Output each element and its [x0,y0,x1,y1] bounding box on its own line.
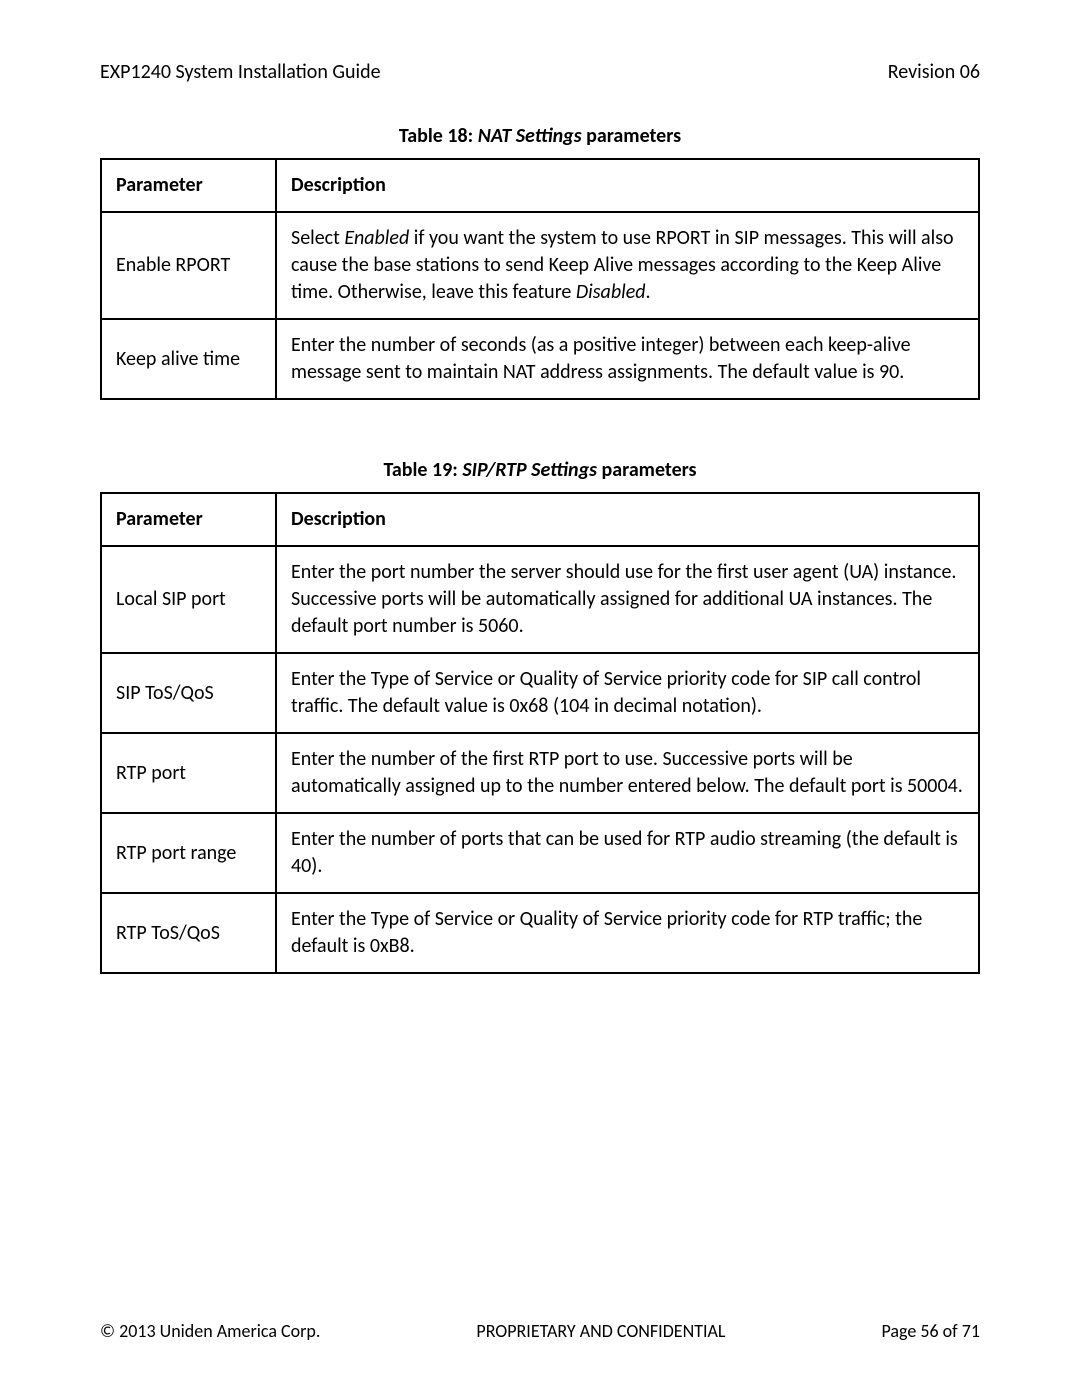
table19-col1: Description [276,493,979,546]
table19-caption-italic: SIP/RTP Settings [462,458,597,482]
italic-text: Enabled [344,226,409,250]
description-cell: Enter the port number the server should … [276,546,979,653]
page-footer: © 2013 Uniden America Corp. PROPRIETARY … [100,1320,980,1342]
table18-caption-prefix: Table 18: [399,124,478,148]
document-page: EXP1240 System Installation Guide Revisi… [0,0,1080,1397]
footer-right: Page 56 of 71 [881,1320,980,1342]
param-cell: Local SIP port [101,546,276,653]
table18-caption-suffix: parameters [582,124,681,148]
table18-caption-italic: NAT Settings [478,124,582,148]
header-right: Revision 06 [888,60,980,84]
description-cell: Enter the number of ports that can be us… [276,813,979,893]
footer-left: © 2013 Uniden America Corp. [100,1320,320,1342]
table19-caption: Table 19: SIP/RTP Settings parameters [100,458,980,482]
table-row: RTP port Enter the number of the first RT… [101,733,979,813]
table-row: RTP ToS/QoS Enter the Type of Service or … [101,893,979,973]
text-run: Enter the Type of Service or Quality of … [291,667,921,718]
table-row: Keep alive time Enter the number of secon… [101,319,979,399]
param-cell: RTP port [101,733,276,813]
text-run: Enter the number of the first RTP port t… [291,747,963,798]
table19-body: Local SIP portEnter the port number the … [101,546,979,973]
table19-caption-prefix: Table 19: [384,458,463,482]
table-row: RTP port range Enter the number of ports … [101,813,979,893]
param-cell: SIP ToS/QoS [101,653,276,733]
page-header: EXP1240 System Installation Guide Revisi… [100,60,980,84]
text-run: Enter the port number the server should … [291,560,956,638]
table18: Parameter Description Enable RPORTSelect… [100,158,980,400]
table18-col0: Parameter [101,159,276,212]
italic-text: Disabled [576,280,646,304]
description-cell: Enter the Type of Service or Quality of … [276,653,979,733]
text-run: Select [291,226,344,250]
description-cell: Enter the Type of Service or Quality of … [276,893,979,973]
param-cell: Enable RPORT [101,212,276,319]
table-header-row: Parameter Description [101,159,979,212]
text-run: Enter the number of seconds (as a positi… [291,333,911,384]
text-run: . [646,280,651,304]
table18-body: Enable RPORTSelect Enabled if you want t… [101,212,979,399]
param-cell: RTP ToS/QoS [101,893,276,973]
table19-caption-suffix: parameters [597,458,696,482]
table-row: SIP ToS/QoS Enter the Type of Service or … [101,653,979,733]
footer-center: PROPRIETARY AND CONFIDENTIAL [476,1320,725,1342]
description-cell: Select Enabled if you want the system to… [276,212,979,319]
param-cell: Keep alive time [101,319,276,399]
table18-caption: Table 18: NAT Settings parameters [100,124,980,148]
description-cell: Enter the number of the first RTP port t… [276,733,979,813]
description-cell: Enter the number of seconds (as a positi… [276,319,979,399]
text-run: Enter the Type of Service or Quality of … [291,907,922,958]
text-run: Enter the number of ports that can be us… [291,827,958,878]
header-left: EXP1240 System Installation Guide [100,60,381,84]
table-row: Local SIP portEnter the port number the … [101,546,979,653]
table-header-row: Parameter Description [101,493,979,546]
param-cell: RTP port range [101,813,276,893]
spacer [100,400,980,440]
table19-col0: Parameter [101,493,276,546]
table19: Parameter Description Local SIP portEnte… [100,492,980,974]
table-row: Enable RPORTSelect Enabled if you want t… [101,212,979,319]
table18-col1: Description [276,159,979,212]
